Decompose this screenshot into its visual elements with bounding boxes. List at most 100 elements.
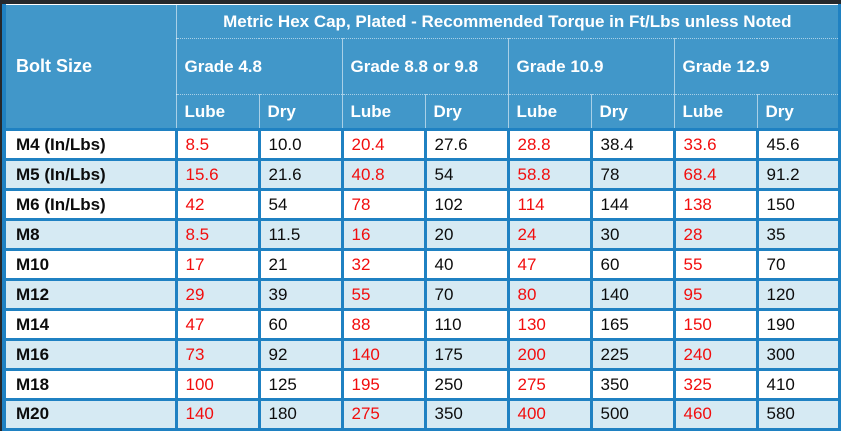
grade-8-8-lube-header: Lube bbox=[341, 94, 426, 130]
bolt-size-column-header: Bolt Size bbox=[3, 4, 177, 130]
lube-value-cell: 275 bbox=[340, 398, 427, 431]
grade-10-9-lube-header: Lube bbox=[507, 94, 592, 130]
dry-value-cell: 190 bbox=[755, 308, 841, 341]
dry-value-cell: 35 bbox=[755, 218, 841, 251]
table-row: M20 140 180 275 350 400 500 460 580 bbox=[2, 398, 841, 431]
lube-value-cell: 55 bbox=[672, 248, 759, 281]
lube-value-cell: 33.6 bbox=[672, 128, 759, 161]
lube-value-cell: 240 bbox=[672, 338, 759, 371]
bolt-size-cell: M4 (In/Lbs) bbox=[2, 128, 178, 161]
dry-value-cell: 38.4 bbox=[589, 128, 676, 161]
table-row: M12 29 39 55 70 80 140 95 120 bbox=[2, 278, 841, 311]
dry-value-cell: 27.6 bbox=[423, 128, 510, 161]
table-row: M14 47 60 88 110 130 165 150 190 bbox=[2, 308, 841, 341]
lube-value-cell: 140 bbox=[340, 338, 427, 371]
grade-4-8-header: Grade 4.8 bbox=[175, 38, 343, 95]
dry-value-cell: 21 bbox=[257, 248, 344, 281]
dry-value-cell: 250 bbox=[423, 368, 510, 401]
dry-value-cell: 410 bbox=[755, 368, 841, 401]
dry-value-cell: 20 bbox=[423, 218, 510, 251]
lube-value-cell: 15.6 bbox=[174, 158, 261, 191]
bolt-size-cell: M14 bbox=[2, 308, 178, 341]
lube-value-cell: 200 bbox=[506, 338, 593, 371]
dry-value-cell: 11.5 bbox=[257, 218, 344, 251]
lube-dry-header-row: Lube Dry Lube Dry Lube Dry Lube Dry bbox=[4, 94, 841, 130]
table-row: M6 (In/Lbs) 42 54 78 102 114 144 138 150 bbox=[2, 188, 841, 221]
table-title: Metric Hex Cap, Plated - Recommended Tor… bbox=[175, 4, 841, 39]
torque-table-body: M4 (In/Lbs) 8.5 10.0 20.4 27.6 28.8 38.4 33.6 45… bbox=[2, 128, 841, 431]
lube-value-cell: 28.8 bbox=[506, 128, 593, 161]
dry-value-cell: 54 bbox=[257, 188, 344, 221]
bolt-size-cell: M6 (In/Lbs) bbox=[2, 188, 178, 221]
lube-value-cell: 100 bbox=[174, 368, 261, 401]
table-row: M18 100 125 195 250 275 350 325 410 bbox=[2, 368, 841, 401]
lube-value-cell: 140 bbox=[174, 398, 261, 431]
dry-value-cell: 21.6 bbox=[257, 158, 344, 191]
dry-value-cell: 10.0 bbox=[257, 128, 344, 161]
dry-value-cell: 120 bbox=[755, 278, 841, 311]
lube-value-cell: 40.8 bbox=[340, 158, 427, 191]
lube-value-cell: 80 bbox=[506, 278, 593, 311]
dry-value-cell: 54 bbox=[423, 158, 510, 191]
lube-value-cell: 88 bbox=[340, 308, 427, 341]
dry-value-cell: 140 bbox=[589, 278, 676, 311]
dry-value-cell: 39 bbox=[257, 278, 344, 311]
dry-value-cell: 92 bbox=[257, 338, 344, 371]
lube-value-cell: 32 bbox=[340, 248, 427, 281]
dry-value-cell: 78 bbox=[589, 158, 676, 191]
grade-8-8-or-9-8-header: Grade 8.8 or 9.8 bbox=[341, 38, 509, 95]
bolt-size-cell: M12 bbox=[2, 278, 178, 311]
torque-table: Bolt Size Metric Hex Cap, Plated - Recom… bbox=[2, 4, 841, 431]
dry-value-cell: 30 bbox=[589, 218, 676, 251]
lube-value-cell: 325 bbox=[672, 368, 759, 401]
table-row: M10 17 21 32 40 47 60 55 70 bbox=[2, 248, 841, 281]
bolt-size-cell: M10 bbox=[2, 248, 178, 281]
lube-value-cell: 55 bbox=[340, 278, 427, 311]
lube-value-cell: 58.8 bbox=[506, 158, 593, 191]
grade-12-9-dry-header: Dry bbox=[756, 94, 841, 130]
lube-value-cell: 130 bbox=[506, 308, 593, 341]
grade-12-9-lube-header: Lube bbox=[673, 94, 758, 130]
grade-4-8-lube-header: Lube bbox=[175, 94, 260, 130]
lube-value-cell: 114 bbox=[506, 188, 593, 221]
bolt-size-cell: M8 bbox=[2, 218, 178, 251]
dry-value-cell: 350 bbox=[423, 398, 510, 431]
lube-value-cell: 8.5 bbox=[174, 218, 261, 251]
dry-value-cell: 70 bbox=[755, 248, 841, 281]
lube-value-cell: 29 bbox=[174, 278, 261, 311]
dry-value-cell: 102 bbox=[423, 188, 510, 221]
dry-value-cell: 110 bbox=[423, 308, 510, 341]
table-row: M4 (In/Lbs) 8.5 10.0 20.4 27.6 28.8 38.4 33.6 45… bbox=[2, 128, 841, 161]
lube-value-cell: 16 bbox=[340, 218, 427, 251]
dry-value-cell: 175 bbox=[423, 338, 510, 371]
dry-value-cell: 45.6 bbox=[755, 128, 841, 161]
lube-value-cell: 47 bbox=[506, 248, 593, 281]
lube-value-cell: 138 bbox=[672, 188, 759, 221]
lube-value-cell: 24 bbox=[506, 218, 593, 251]
lube-value-cell: 8.5 bbox=[174, 128, 261, 161]
dry-value-cell: 70 bbox=[423, 278, 510, 311]
grade-10-9-dry-header: Dry bbox=[590, 94, 675, 130]
grade-8-8-dry-header: Dry bbox=[424, 94, 509, 130]
lube-value-cell: 275 bbox=[506, 368, 593, 401]
dry-value-cell: 580 bbox=[755, 398, 841, 431]
lube-value-cell: 68.4 bbox=[672, 158, 759, 191]
dry-value-cell: 300 bbox=[755, 338, 841, 371]
lube-value-cell: 17 bbox=[174, 248, 261, 281]
lube-value-cell: 460 bbox=[672, 398, 759, 431]
dry-value-cell: 350 bbox=[589, 368, 676, 401]
lube-value-cell: 195 bbox=[340, 368, 427, 401]
table-row: M8 8.5 11.5 16 20 24 30 28 35 bbox=[2, 218, 841, 251]
dry-value-cell: 60 bbox=[257, 308, 344, 341]
lube-value-cell: 73 bbox=[174, 338, 261, 371]
dry-value-cell: 40 bbox=[423, 248, 510, 281]
lube-value-cell: 150 bbox=[672, 308, 759, 341]
bolt-size-cell: M18 bbox=[2, 368, 178, 401]
grade-4-8-dry-header: Dry bbox=[258, 94, 343, 130]
lube-value-cell: 42 bbox=[174, 188, 261, 221]
grade-12-9-header: Grade 12.9 bbox=[673, 38, 841, 95]
dry-value-cell: 225 bbox=[589, 338, 676, 371]
lube-value-cell: 400 bbox=[506, 398, 593, 431]
dry-value-cell: 165 bbox=[589, 308, 676, 341]
